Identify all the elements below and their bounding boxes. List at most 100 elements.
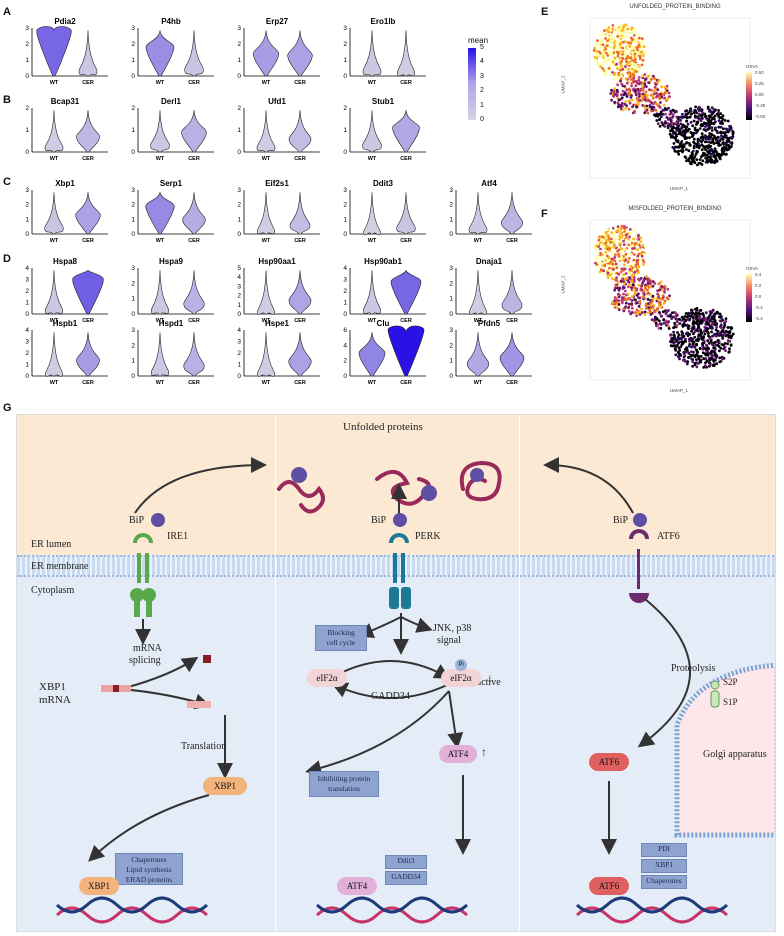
y-tick-label: 3: [343, 277, 347, 284]
y-tick-label: 0: [131, 73, 135, 80]
mrna-splicing-label-2: splicing: [129, 655, 161, 666]
umap-point: [681, 112, 684, 116]
umap-point: [681, 358, 685, 362]
umap-point: [691, 132, 694, 136]
umap-point: [691, 149, 695, 153]
umap-point: [698, 127, 702, 130]
violin-shape: [362, 110, 382, 153]
umap-point: [621, 285, 625, 289]
umap-point: [638, 302, 642, 305]
violin-shape: [288, 110, 312, 153]
umap-point: [611, 60, 615, 64]
umap-point: [607, 67, 611, 70]
umap-point: [688, 343, 692, 346]
umap-point: [622, 273, 625, 277]
unfolded-protein-3: [459, 460, 502, 502]
umap-point: [599, 33, 603, 37]
x-tick-label: CER: [294, 156, 306, 162]
umap-point: [703, 135, 706, 138]
umap-point: [606, 271, 610, 275]
panel-label-b: B: [3, 94, 11, 106]
umap-point: [717, 332, 721, 336]
gene-title: Clu: [377, 319, 390, 328]
umap-point: [712, 346, 716, 350]
umap-point: [622, 292, 625, 296]
umap-e-legend-bar: [746, 72, 752, 120]
umap-point: [635, 105, 638, 109]
umap-point: [630, 286, 634, 290]
umap-point: [676, 124, 679, 128]
umap-point: [626, 292, 630, 296]
umap-point: [702, 357, 706, 360]
umap-point: [614, 299, 618, 303]
umap-point: [638, 66, 642, 70]
umap-point: [659, 280, 663, 284]
umap-point: [613, 72, 617, 75]
umap-point: [618, 39, 621, 42]
umap-point: [611, 262, 615, 266]
cytoplasm-label: Cytoplasm: [31, 585, 75, 596]
umap-point: [636, 254, 640, 258]
y-tick-label: 5: [237, 265, 241, 272]
umap-point: [681, 116, 684, 120]
umap-point: [647, 279, 651, 283]
umap-point: [628, 276, 631, 279]
umap-point: [697, 139, 701, 142]
violin-shape: [257, 192, 275, 235]
violin-shape: [183, 332, 205, 377]
umap-point: [639, 48, 643, 52]
umap-point: [720, 134, 723, 138]
umap-point: [629, 245, 632, 249]
umap-point: [647, 74, 651, 78]
gene-title: Eif2s1: [265, 179, 289, 188]
umap-point: [631, 243, 635, 247]
umap-point: [676, 150, 679, 154]
jnk-label-2: signal: [437, 635, 461, 646]
umap-point: [695, 317, 698, 321]
umap-point: [637, 235, 640, 238]
umap-point: [626, 49, 629, 52]
umap-point: [623, 263, 626, 267]
umap-point: [613, 256, 617, 259]
umap-point: [706, 346, 710, 349]
umap-point: [720, 116, 723, 119]
umap-point: [623, 92, 627, 95]
umap-point: [714, 343, 718, 347]
umap-point: [724, 349, 727, 352]
er-lumen-label: ER lumen: [31, 539, 72, 550]
umap-point: [615, 44, 619, 48]
umap-point: [722, 146, 726, 150]
umap-point: [604, 250, 608, 254]
umap-point: [730, 135, 734, 139]
umap-point: [701, 111, 705, 115]
bip-perk: [393, 513, 407, 527]
umap-point: [616, 249, 619, 253]
umap-point: [607, 26, 611, 30]
umap-point: [688, 115, 692, 119]
violin-shape: [72, 269, 104, 315]
violin-shape: [44, 270, 64, 315]
x-tick-label: WT: [50, 318, 59, 324]
umap-point: [639, 258, 642, 261]
y-tick-label: 0: [25, 149, 29, 156]
y-tick-label: 0: [449, 231, 453, 238]
umap-point: [614, 262, 618, 266]
umap-point: [629, 78, 633, 81]
y-tick-label: 2: [131, 202, 135, 209]
umap-point: [728, 350, 731, 354]
umap-point: [718, 152, 721, 156]
umap-point: [624, 77, 628, 81]
umap-point: [692, 119, 696, 123]
atf4-dna-bound: ATF4: [337, 877, 377, 895]
y-tick-label: 2: [343, 105, 347, 112]
umap-point: [714, 328, 718, 332]
umap-point: [703, 115, 707, 118]
umap-point: [611, 300, 614, 304]
umap-point: [622, 239, 625, 243]
umap-point: [636, 87, 640, 91]
umap-point: [657, 282, 661, 286]
xbp1-protein: XBP1: [203, 777, 247, 795]
umap-point: [605, 254, 609, 258]
umap-point: [633, 270, 637, 274]
umap-point: [599, 251, 602, 255]
